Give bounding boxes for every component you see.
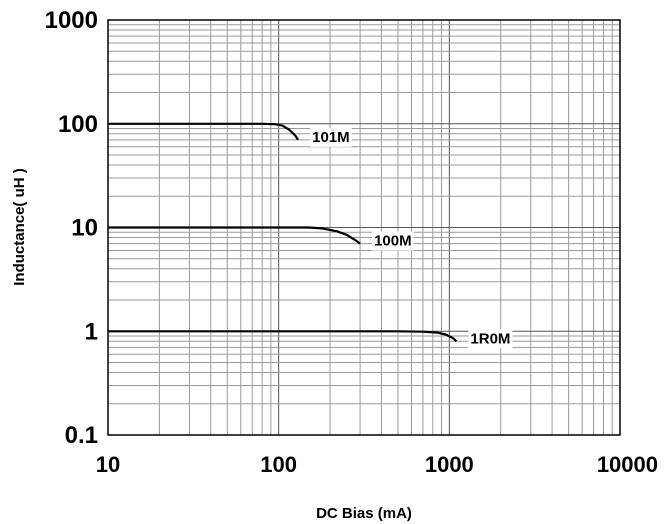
series-label: 100M — [374, 233, 412, 250]
y-axis-title: Inductance( uH ) — [11, 168, 28, 286]
series-line — [108, 330, 458, 343]
x-tick-labels: 10 100 1000 10000 — [96, 452, 658, 477]
x-axis-title: DC Bias (mA) — [316, 505, 412, 522]
series-label-background — [310, 127, 352, 147]
series-line — [108, 226, 361, 245]
series-label: 1R0M — [470, 330, 510, 347]
x-tick-label: 10 — [96, 452, 120, 477]
series-line — [108, 122, 300, 141]
series-label-background — [372, 231, 414, 251]
series-label-background — [468, 329, 513, 349]
x-tick-label: 100 — [260, 452, 297, 477]
grid — [107, 20, 620, 436]
y-tick-label: 1 — [85, 318, 98, 345]
x-tick-label: 1000 — [425, 452, 474, 477]
y-tick-label: 0.1 — [65, 422, 98, 449]
x-tick-label: 10000 — [597, 452, 658, 477]
y-tick-labels: 0.1 1 10 100 1000 — [45, 7, 98, 449]
series-curves: 101M 100M 1R0M — [108, 122, 513, 349]
y-tick-label: 10 — [71, 215, 98, 242]
y-tick-label: 1000 — [45, 7, 98, 34]
y-tick-label: 100 — [58, 111, 98, 138]
series-label: 101M — [312, 129, 350, 146]
